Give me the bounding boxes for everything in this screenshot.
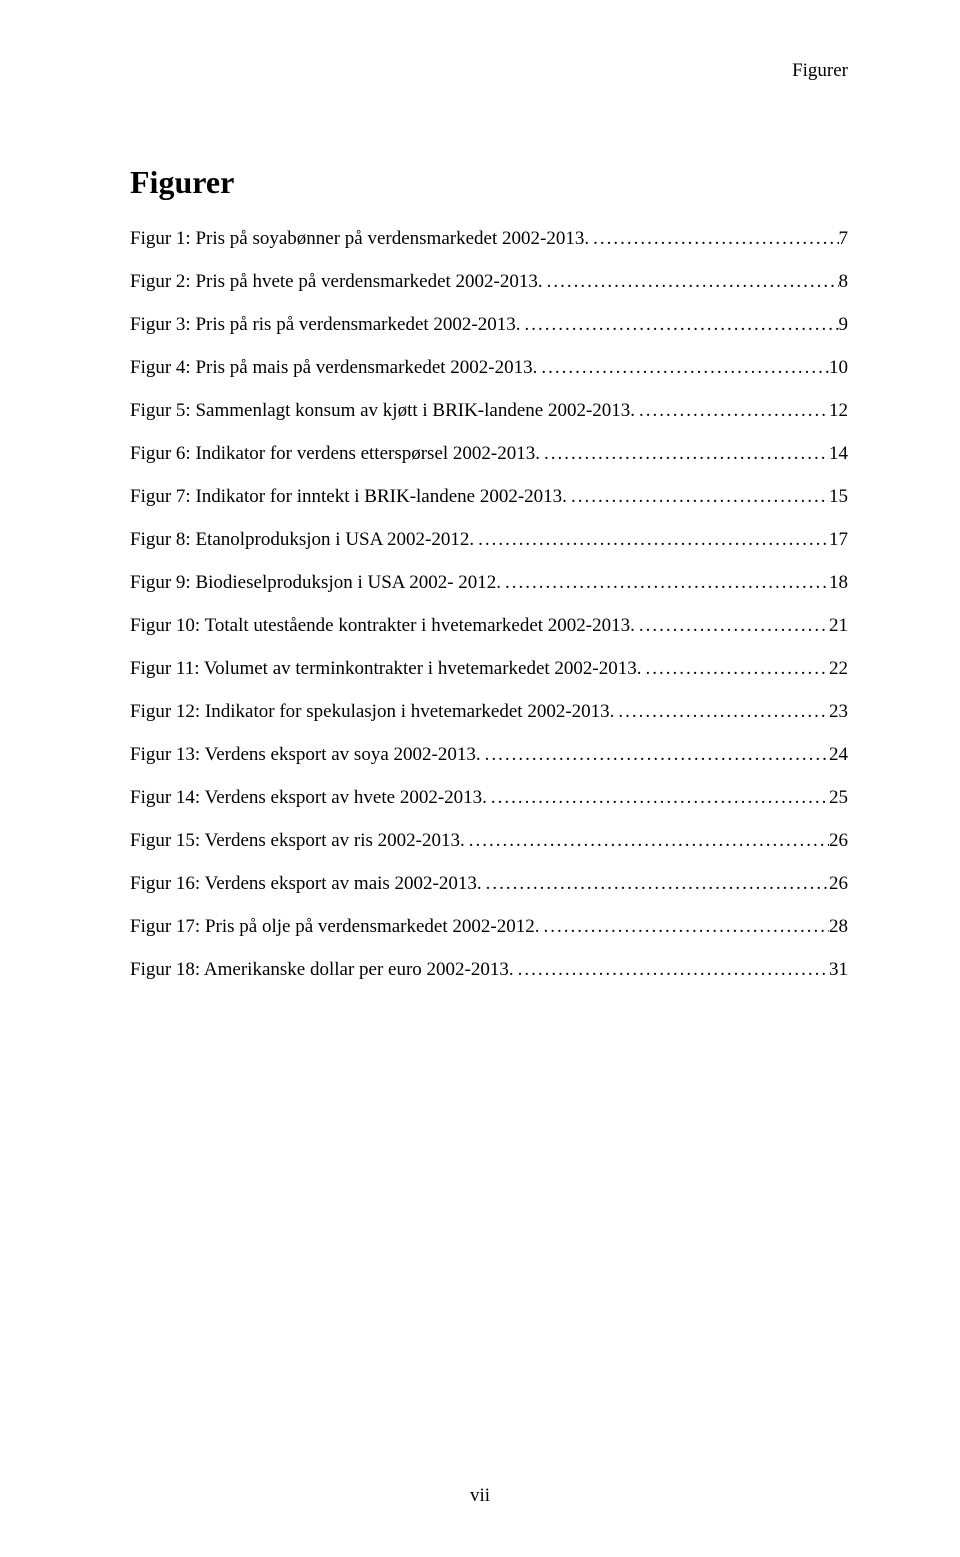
toc-entry-page: 7: [839, 229, 849, 248]
toc-entry-label: Figur 2: Pris på hvete på verdensmarkede…: [130, 272, 543, 291]
toc-entry-page: 8: [839, 272, 849, 291]
toc-leader-dots: [465, 831, 829, 850]
toc-entry: Figur 15: Verdens eksport av ris 2002-20…: [130, 831, 848, 850]
toc-entry-page: 23: [829, 702, 848, 721]
toc-entry: Figur 14: Verdens eksport av hvete 2002-…: [130, 788, 848, 807]
toc-leader-dots: [539, 917, 829, 936]
toc-leader-dots: [543, 272, 839, 291]
toc-entry-page: 18: [829, 573, 848, 592]
toc-entry: Figur 11: Volumet av terminkontrakter i …: [130, 659, 848, 678]
toc-leader-dots: [635, 616, 829, 635]
section-title: Figurer: [130, 164, 848, 201]
toc-entry-label: Figur 18: Amerikanske dollar per euro 20…: [130, 960, 514, 979]
toc-entry-label: Figur 8: Etanolproduksjon i USA 2002-201…: [130, 530, 474, 549]
toc-leader-dots: [481, 745, 829, 764]
toc-entry-page: 9: [839, 315, 849, 334]
toc-entry-label: Figur 11: Volumet av terminkontrakter i …: [130, 659, 642, 678]
toc-entry: Figur 12: Indikator for spekulasjon i hv…: [130, 702, 848, 721]
toc-entry-label: Figur 12: Indikator for spekulasjon i hv…: [130, 702, 614, 721]
toc-leader-dots: [589, 229, 838, 248]
toc-entry-page: 21: [829, 616, 848, 635]
toc-entry-page: 26: [829, 874, 848, 893]
page-number: vii: [0, 1485, 960, 1507]
toc-entry-label: Figur 5: Sammenlagt konsum av kjøtt i BR…: [130, 401, 635, 420]
toc-entry-page: 10: [829, 358, 848, 377]
toc-list: Figur 1: Pris på soyabønner på verdensma…: [130, 229, 848, 979]
toc-entry-page: 14: [829, 444, 848, 463]
toc-leader-dots: [474, 530, 829, 549]
toc-leader-dots: [501, 573, 829, 592]
toc-leader-dots: [487, 788, 829, 807]
toc-leader-dots: [540, 444, 829, 463]
toc-entry: Figur 10: Totalt utestående kontrakter i…: [130, 616, 848, 635]
toc-leader-dots: [514, 960, 829, 979]
toc-leader-dots: [537, 358, 829, 377]
toc-entry: Figur 6: Indikator for verdens etterspør…: [130, 444, 848, 463]
toc-entry: Figur 13: Verdens eksport av soya 2002-2…: [130, 745, 848, 764]
toc-entry: Figur 2: Pris på hvete på verdensmarkede…: [130, 272, 848, 291]
toc-entry: Figur 7: Indikator for inntekt i BRIK-la…: [130, 487, 848, 506]
toc-entry-label: Figur 17: Pris på olje på verdensmarkede…: [130, 917, 539, 936]
toc-entry: Figur 18: Amerikanske dollar per euro 20…: [130, 960, 848, 979]
toc-entry-label: Figur 15: Verdens eksport av ris 2002-20…: [130, 831, 465, 850]
toc-entry: Figur 4: Pris på mais på verdensmarkedet…: [130, 358, 848, 377]
toc-entry-label: Figur 1: Pris på soyabønner på verdensma…: [130, 229, 589, 248]
toc-entry-label: Figur 9: Biodieselproduksjon i USA 2002-…: [130, 573, 501, 592]
toc-entry-label: Figur 4: Pris på mais på verdensmarkedet…: [130, 358, 537, 377]
toc-entry-page: 25: [829, 788, 848, 807]
toc-entry-label: Figur 10: Totalt utestående kontrakter i…: [130, 616, 635, 635]
toc-entry: Figur 5: Sammenlagt konsum av kjøtt i BR…: [130, 401, 848, 420]
running-header: Figurer: [130, 60, 848, 82]
toc-leader-dots: [642, 659, 830, 678]
toc-entry-page: 12: [829, 401, 848, 420]
toc-entry-page: 26: [829, 831, 848, 850]
toc-leader-dots: [614, 702, 829, 721]
toc-entry: Figur 9: Biodieselproduksjon i USA 2002-…: [130, 573, 848, 592]
toc-entry-label: Figur 6: Indikator for verdens etterspør…: [130, 444, 540, 463]
toc-entry-label: Figur 13: Verdens eksport av soya 2002-2…: [130, 745, 481, 764]
toc-entry-page: 15: [829, 487, 848, 506]
toc-entry-label: Figur 7: Indikator for inntekt i BRIK-la…: [130, 487, 567, 506]
toc-entry-label: Figur 16: Verdens eksport av mais 2002-2…: [130, 874, 482, 893]
toc-leader-dots: [482, 874, 829, 893]
toc-entry-label: Figur 3: Pris på ris på verdensmarkedet …: [130, 315, 520, 334]
toc-entry-page: 17: [829, 530, 848, 549]
toc-entry: Figur 16: Verdens eksport av mais 2002-2…: [130, 874, 848, 893]
toc-entry: Figur 3: Pris på ris på verdensmarkedet …: [130, 315, 848, 334]
toc-entry-page: 24: [829, 745, 848, 764]
toc-entry: Figur 17: Pris på olje på verdensmarkede…: [130, 917, 848, 936]
toc-entry-page: 31: [829, 960, 848, 979]
page-container: Figurer Figurer Figur 1: Pris på soyabøn…: [0, 0, 960, 1557]
toc-entry: Figur 8: Etanolproduksjon i USA 2002-201…: [130, 530, 848, 549]
toc-entry-page: 22: [829, 659, 848, 678]
toc-entry-page: 28: [829, 917, 848, 936]
toc-leader-dots: [567, 487, 829, 506]
toc-entry: Figur 1: Pris på soyabønner på verdensma…: [130, 229, 848, 248]
toc-leader-dots: [635, 401, 829, 420]
toc-leader-dots: [520, 315, 838, 334]
toc-entry-label: Figur 14: Verdens eksport av hvete 2002-…: [130, 788, 487, 807]
